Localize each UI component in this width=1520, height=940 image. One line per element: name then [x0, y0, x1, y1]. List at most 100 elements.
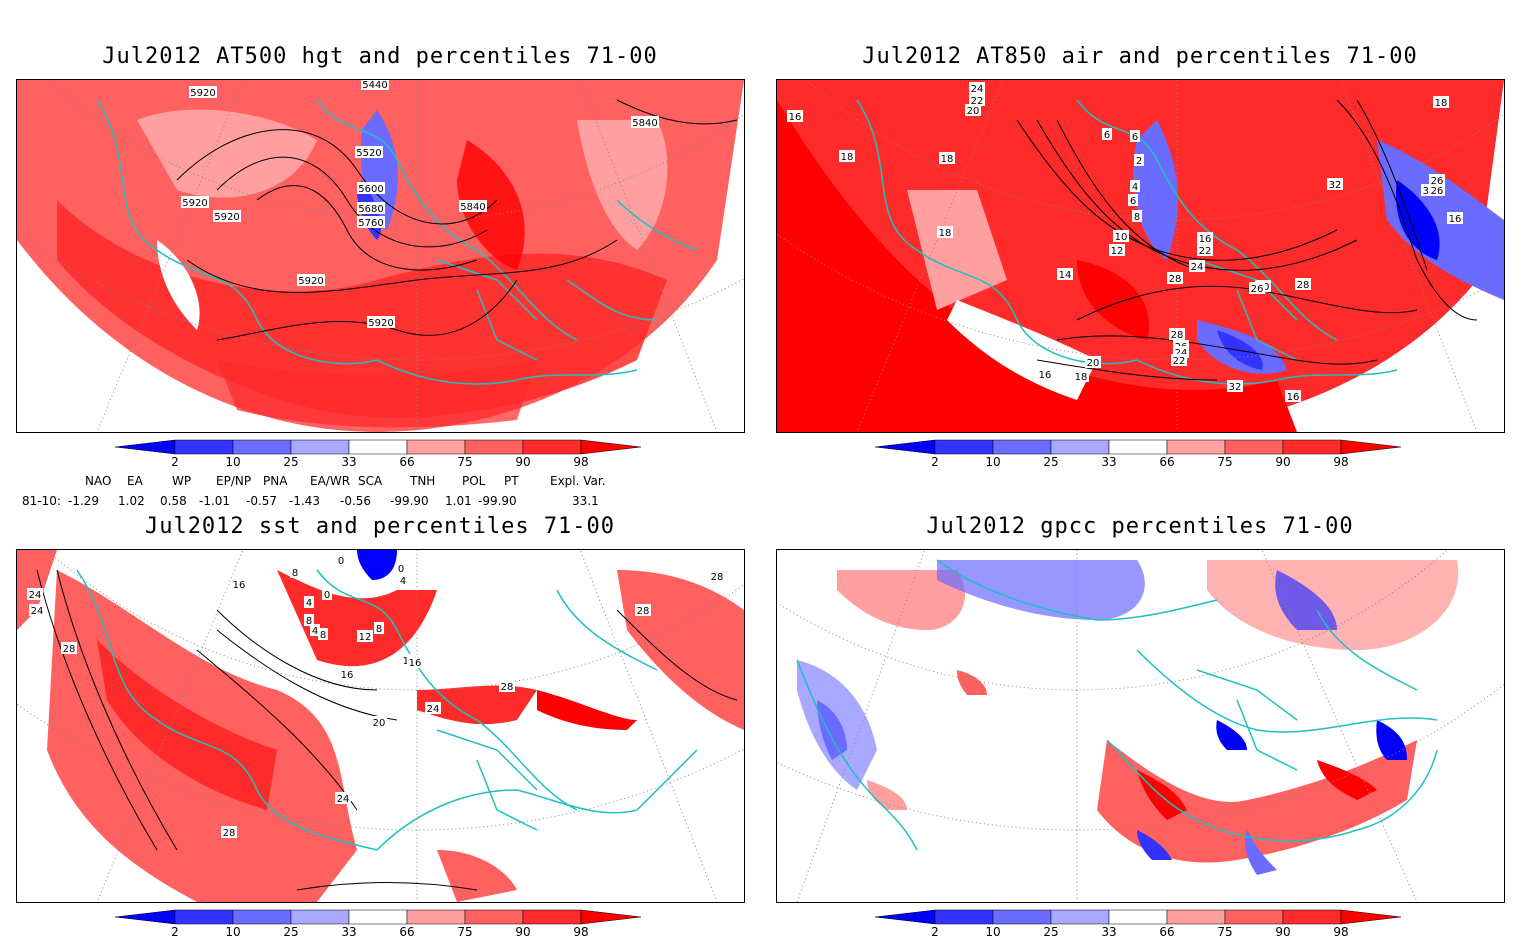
colorbar-high-arrow [580, 909, 642, 925]
contour-label: 16 [1199, 234, 1212, 245]
colorbar-segment [1108, 909, 1168, 925]
contour-label-bg [969, 94, 985, 106]
contour-label: 26 [1431, 186, 1444, 197]
contour-label: 8 [376, 624, 382, 635]
colorbar-tick-label: 98 [573, 455, 588, 469]
map-sst: 1624242884008481281616202428242828280416 [17, 550, 744, 902]
contour-label: 0 [398, 564, 404, 575]
contour-label: 5760 [358, 218, 383, 229]
colorbar-segment [1224, 909, 1284, 925]
colorbar-low-arrow [874, 439, 936, 455]
colorbar-segment [1166, 439, 1226, 455]
contour-label-bg [1171, 354, 1187, 366]
colorbar-tick-label: 75 [457, 925, 472, 939]
colorbar-tick-label: 90 [1275, 455, 1290, 469]
colorbar-tick-label: 66 [1159, 455, 1174, 469]
contour-label-bg [1429, 184, 1445, 196]
colorbar-segment [174, 439, 234, 455]
colorbar-tick-label: 98 [1333, 925, 1348, 939]
colorbar-segment [290, 439, 350, 455]
contour-label-bg [631, 116, 659, 128]
contour-label-bg [1128, 194, 1138, 206]
contour-label-bg [297, 274, 325, 286]
contour-label: 28 [1171, 330, 1184, 341]
index-value: -99.90 [478, 494, 517, 508]
contour-label-bg [181, 196, 209, 208]
contour-label: 5440 [362, 80, 387, 91]
colorbar-segment [464, 909, 524, 925]
index-header: EA/WR [310, 474, 351, 488]
polar-grid [777, 80, 1504, 432]
contour-label: 22 [971, 96, 984, 107]
contour-label: 20 [1087, 358, 1100, 369]
colorbar-high-arrow [1340, 439, 1402, 455]
colorbar-segment [1282, 439, 1342, 455]
colorbar-tick-label: 75 [1217, 455, 1232, 469]
contour-label-bg [1295, 278, 1311, 290]
index-header: POL [462, 474, 486, 488]
contour-label: 4 [1132, 182, 1138, 193]
contour-label-bg [304, 614, 314, 626]
contour-label-bg [310, 624, 320, 636]
index-header: WP [172, 474, 192, 488]
map-panel-sst: 1624242884008481281616202428242828280416 [16, 549, 745, 903]
contour-label-bg [322, 588, 332, 600]
contour-label-bg [1102, 128, 1112, 140]
contour-label-bg [425, 702, 441, 714]
percentile-shading [777, 80, 1504, 432]
colorbar-tick-label: 2 [931, 925, 939, 939]
contour-label-bg [339, 668, 355, 680]
index-header: EA [127, 474, 143, 488]
contour-label: 0 [324, 590, 330, 601]
contour-label-bg [367, 316, 395, 328]
contour-label: 18 [939, 228, 952, 239]
map-at850: 1624222018181866246810121416222428302628… [777, 80, 1504, 432]
coastlines [856, 99, 1398, 385]
contour-label-bg [357, 182, 385, 194]
height-contours [176, 99, 738, 341]
contour-label-bg [407, 656, 423, 668]
contour-label: 28 [711, 572, 724, 583]
colorbar-low-arrow [874, 909, 936, 925]
contour-label: 24 [1191, 262, 1204, 273]
contour-label-bg [29, 604, 45, 616]
contour-label-bg [787, 110, 803, 122]
colorbar-high-arrow [580, 439, 642, 455]
contour-label-bg [374, 622, 384, 634]
contour-label-bg [1037, 368, 1053, 380]
contour-label: 16 [233, 580, 246, 591]
contour-label: 0 [338, 556, 344, 567]
colorbar-segment [348, 909, 408, 925]
contour-label-bg [839, 150, 855, 162]
contour-label-bg [1433, 96, 1449, 108]
contour-label: 24 [29, 590, 42, 601]
colorbar-tick-label: 25 [1043, 455, 1058, 469]
colorbar-tick-label: 25 [283, 455, 298, 469]
contour-label: 16 [1287, 392, 1300, 403]
colorbar-tick-label: 33 [341, 925, 356, 939]
map-at500: 5920 5440 5840 5520 5600 5680 5760 5920 5920 5840… [17, 80, 744, 432]
contour-label-bg [27, 588, 43, 600]
index-header: EP/NP [216, 474, 252, 488]
contour-label: 5920 [368, 318, 393, 329]
colorbar-tick-label: 66 [1159, 925, 1174, 939]
contour-label: 24 [31, 606, 44, 617]
colorbar-tick-label: 10 [985, 925, 1000, 939]
colorbar-segment [992, 909, 1052, 925]
percentile-shading [777, 550, 1504, 902]
coastlines [796, 559, 1438, 851]
colorbar-tick-label: 25 [1043, 925, 1058, 939]
contour-label: 18 [1075, 372, 1088, 383]
colorbar-tick-label: 98 [1333, 455, 1348, 469]
contour-label-bg [213, 210, 241, 222]
percentile-shading [17, 80, 744, 432]
map-panel-gpcc [776, 549, 1505, 903]
colorbar-tick-label: 10 [225, 455, 240, 469]
colorbar-segment [934, 909, 994, 925]
colorbar-segment [464, 439, 524, 455]
contour-label: 18 [941, 154, 954, 165]
contour-label-bg [1130, 180, 1140, 192]
colorbar-segment [174, 909, 234, 925]
index-value: 1.02 [118, 494, 145, 508]
contour-label: 24 [1175, 348, 1188, 359]
